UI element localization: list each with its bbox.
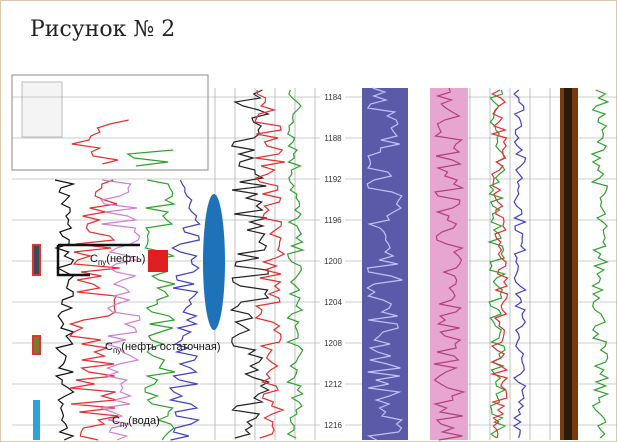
image-track (430, 88, 468, 440)
depth-label: 1216 (324, 421, 342, 430)
depth-label: 1192 (324, 175, 342, 184)
image-track (564, 88, 572, 440)
depth-label: 1204 (324, 298, 342, 307)
depth-label: 1208 (324, 339, 342, 348)
figure-title: Рисунок № 2 (30, 17, 175, 42)
figure: Рисунок № 2 Cпу(нефть) Cпу(нефть остаточ… (0, 0, 617, 442)
depth-label: 1212 (324, 380, 342, 389)
oil-zone-marker (203, 194, 225, 330)
annotation: Cпу(вода) (112, 415, 160, 429)
interval-marker (33, 336, 40, 354)
interval-marker (33, 400, 40, 440)
inset-legend (22, 82, 62, 137)
depth-label: 1200 (324, 257, 342, 266)
annotation: Cпу(нефть остаточная) (105, 341, 221, 355)
depth-label: 1196 (324, 216, 342, 225)
depth-label: 1188 (324, 134, 342, 143)
interval-marker (33, 245, 40, 275)
depth-label: 1184 (324, 93, 342, 102)
highlight-box (148, 250, 168, 272)
